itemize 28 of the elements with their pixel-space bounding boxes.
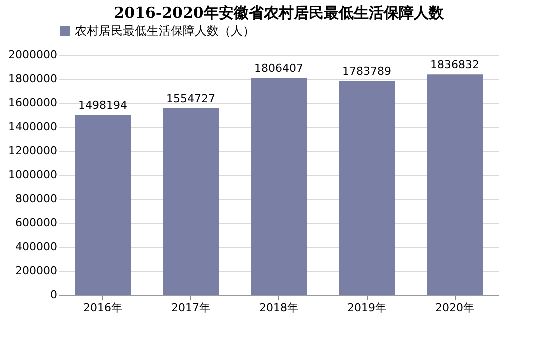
chart-title: 2016-2020年安徽省农村居民最低生活保障人数 xyxy=(114,4,445,22)
x-tick-label: 2016年 xyxy=(84,302,122,314)
y-tick-label: 0 xyxy=(50,288,58,302)
x-tick-label: 2020年 xyxy=(436,302,474,314)
data-label: 1554727 xyxy=(166,92,216,106)
bar xyxy=(251,78,307,295)
y-tick-label: 1200000 xyxy=(8,144,58,158)
y-tick-label: 600000 xyxy=(16,216,58,230)
y-tick-label: 1600000 xyxy=(8,96,58,110)
x-tick-label: 2019年 xyxy=(348,302,386,314)
y-tick-label: 400000 xyxy=(16,240,58,254)
y-tick-label: 1400000 xyxy=(8,120,58,134)
y-tick-label: 1800000 xyxy=(8,72,58,86)
bar xyxy=(75,115,131,295)
legend-label: 农村居民最低生活保障人数（人） xyxy=(75,24,255,38)
bar xyxy=(163,108,219,295)
data-label: 1498194 xyxy=(78,99,128,112)
bar xyxy=(339,80,395,295)
y-tick-label: 200000 xyxy=(16,264,58,278)
data-label: 1783789 xyxy=(342,64,392,78)
y-tick-label: 2000000 xyxy=(8,48,58,62)
data-label: 1836832 xyxy=(430,58,480,72)
x-tick-label: 2017年 xyxy=(172,302,210,314)
y-tick-label: 800000 xyxy=(16,192,58,206)
data-label: 1806407 xyxy=(254,62,304,76)
x-tick-label: 2018年 xyxy=(260,302,298,314)
y-tick-label: 1000000 xyxy=(8,168,58,182)
bar xyxy=(427,74,483,295)
